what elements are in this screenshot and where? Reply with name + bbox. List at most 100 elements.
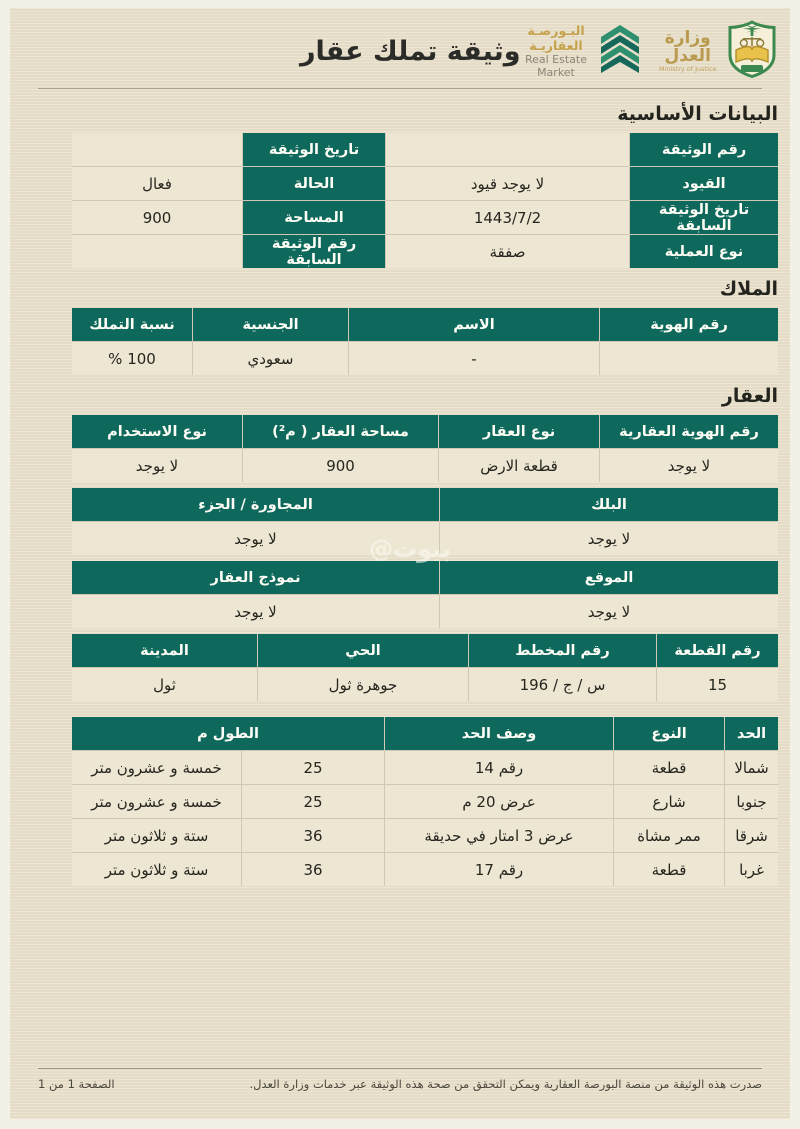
column-header: الموقع: [440, 561, 778, 594]
table-row: رقم الوثيقة تاريخ الوثيقة: [72, 133, 778, 166]
property-block-table: البلك المجاورة / الجزء لا يوجد لا يوجد: [72, 488, 778, 555]
table-row: جنوبا شارع عرض 20 م 25 خمسة و عشرون متر: [72, 785, 778, 818]
cell-value: 36: [242, 819, 384, 852]
table-row: شمالا قطعة رقم 14 25 خمسة و عشرون متر: [72, 751, 778, 784]
cell-value: عرض 20 م: [385, 785, 613, 818]
header-divider: [38, 88, 762, 89]
cell-value: [72, 235, 242, 268]
cell-value: 900: [72, 201, 242, 234]
column-header: رقم الهوية العقارية: [600, 415, 778, 448]
cell-value: لا يوجد: [600, 449, 778, 482]
document-page: وثيقة تملك عقار البـورصـة العقاريـة Real…: [10, 8, 790, 1119]
property-id-table: رقم الهوية العقارية نوع العقار مساحة الع…: [72, 415, 778, 482]
column-header: المدينة: [72, 634, 257, 667]
cell-label: الحالة: [243, 167, 385, 200]
cell-value: س / ج / 196: [469, 668, 656, 701]
column-header: رقم القطعة: [657, 634, 778, 667]
table-row: تاريخ الوثيقة السابقة 1443/7/2 المساحة 9…: [72, 201, 778, 234]
table-row: لا يوجد قطعة الارض 900 لا يوجد: [72, 449, 778, 482]
cell-value: لا يوجد: [440, 595, 778, 628]
cell-value: 25: [242, 785, 384, 818]
column-header: مساحة العقار ( م²): [243, 415, 438, 448]
column-header: البلك: [440, 488, 778, 521]
section-title-property: العقار: [721, 385, 778, 407]
column-header: نوع الاستخدام: [72, 415, 242, 448]
cell-value: قطعة: [614, 751, 724, 784]
cell-label: تاريخ الوثيقة: [243, 133, 385, 166]
document-header: وثيقة تملك عقار البـورصـة العقاريـة Real…: [10, 8, 790, 86]
cell-value: لا يوجد: [72, 449, 242, 482]
column-header: النوع: [614, 717, 724, 750]
cell-value: ستة و ثلاثون متر: [72, 853, 241, 886]
cell-value: شمالا: [725, 751, 778, 784]
cell-value: 100 %: [72, 342, 192, 375]
cell-value: شارع: [614, 785, 724, 818]
column-header: نموذج العقار: [72, 561, 439, 594]
cell-value: [386, 133, 629, 166]
table-row: القيود لا يوجد قيود الحالة فعال: [72, 167, 778, 200]
bourse-logo: البـورصـة العقاريـة Real Estate Market و…: [521, 20, 776, 82]
cell-value: لا يوجد: [72, 595, 439, 628]
table-header-row: الموقع نموذج العقار: [72, 561, 778, 594]
owners-table: رقم الهوية الاسم الجنسية نسبة التملك - س…: [72, 308, 778, 375]
cell-value: رقم 17: [385, 853, 613, 886]
bourse-english-label: Real Estate Market: [524, 52, 587, 79]
column-header: الحد: [725, 717, 778, 750]
cell-value: 25: [242, 751, 384, 784]
table-header-row: رقم القطعة رقم المخطط الحي المدينة: [72, 634, 778, 667]
cell-label: رقم الوثيقة السابقة: [243, 235, 385, 268]
cell-value: [72, 133, 242, 166]
cell-label: المساحة: [243, 201, 385, 234]
cell-label: رقم الوثيقة: [630, 133, 778, 166]
table-header-row: الحد النوع وصف الحد الطول م: [72, 717, 778, 750]
document-title: وثيقة تملك عقار: [300, 35, 521, 67]
cell-value: [600, 342, 778, 375]
cell-value: شرقا: [725, 819, 778, 852]
page-number: الصفحة 1 من 1: [38, 1077, 115, 1091]
moj-logo-text: وزارة العدل Ministry of Justice: [657, 28, 718, 74]
document-body: البيانات الأساسية رقم الوثيقة تاريخ الوث…: [10, 89, 790, 886]
footer-note: صدرت هذه الوثيقة من منصة البورصة العقاري…: [249, 1077, 762, 1091]
section-title-owners: الملاك: [719, 278, 778, 300]
table-row: لا يوجد لا يوجد: [72, 595, 778, 628]
cell-value: فعال: [72, 167, 242, 200]
column-header: الجنسية: [193, 308, 348, 341]
cell-value: سعودي: [193, 342, 348, 375]
cell-value: -: [349, 342, 599, 375]
property-plot-table: رقم القطعة رقم المخطط الحي المدينة 15 س …: [72, 634, 778, 701]
table-header-row: رقم الهوية العقارية نوع العقار مساحة الع…: [72, 415, 778, 448]
column-header: رقم المخطط: [469, 634, 656, 667]
cell-value: غربا: [725, 853, 778, 886]
cell-value: عرض 3 امتار في حديقة: [385, 819, 613, 852]
cell-value: جنوبا: [725, 785, 778, 818]
table-header-row: البلك المجاورة / الجزء: [72, 488, 778, 521]
column-header: الاسم: [349, 308, 599, 341]
cell-label: تاريخ الوثيقة السابقة: [630, 201, 778, 234]
cell-value: ممر مشاة: [614, 819, 724, 852]
column-header: نسبة التملك: [72, 308, 192, 341]
cell-value: صفقة: [386, 235, 629, 268]
cell-label: القيود: [630, 167, 778, 200]
column-header: وصف الحد: [385, 717, 613, 750]
table-row: شرقا ممر مشاة عرض 3 امتار في حديقة 36 ست…: [72, 819, 778, 852]
cell-value: 15: [657, 668, 778, 701]
column-header: رقم الهوية: [600, 308, 778, 341]
bourse-logo-text: البـورصـة العقاريـة Real Estate Market: [521, 23, 592, 79]
cell-value: جوهرة ثول: [258, 668, 468, 701]
table-row: غربا قطعة رقم 17 36 ستة و ثلاثون متر: [72, 853, 778, 886]
moj-emblem-icon: [728, 20, 776, 82]
column-header: الحي: [258, 634, 468, 667]
document-footer: صدرت هذه الوثيقة من منصة البورصة العقاري…: [38, 1068, 762, 1091]
table-row: 15 س / ج / 196 جوهرة ثول ثول: [72, 668, 778, 701]
column-header: المجاورة / الجزء: [72, 488, 439, 521]
table-row: نوع العملية صفقة رقم الوثيقة السابقة: [72, 235, 778, 268]
cell-value: 900: [243, 449, 438, 482]
cell-value: قطعة: [614, 853, 724, 886]
cell-value: لا يوجد: [72, 522, 439, 555]
cell-value: ستة و ثلاثون متر: [72, 819, 241, 852]
cell-value: لا يوجد: [440, 522, 778, 555]
table-header-row: رقم الهوية الاسم الجنسية نسبة التملك: [72, 308, 778, 341]
property-location-table: الموقع نموذج العقار لا يوجد لا يوجد: [72, 561, 778, 628]
moj-english-label: Ministry of Justice: [658, 65, 717, 74]
boundaries-table: الحد النوع وصف الحد الطول م شمالا قطعة ر…: [72, 717, 778, 886]
